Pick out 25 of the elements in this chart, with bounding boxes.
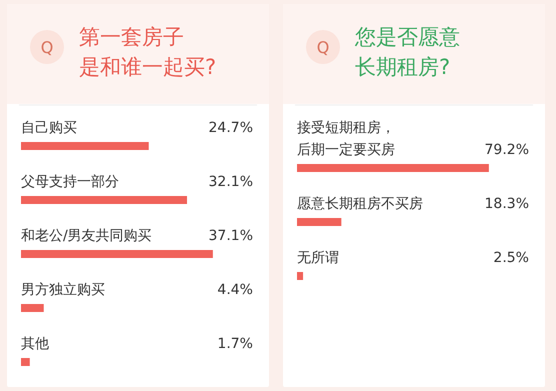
bar xyxy=(21,196,188,204)
y-tick-label: 和老公/男友共同购买 xyxy=(21,228,152,244)
text: Q xyxy=(316,38,330,57)
data-label: 24.7% xyxy=(208,120,253,136)
y-tick-label: 接受短期租房，后期一定要买房 xyxy=(297,120,395,158)
y-tick-label: 无所谓 xyxy=(297,250,339,266)
bar xyxy=(21,304,44,312)
data-label: 18.3% xyxy=(484,196,529,212)
bar xyxy=(21,358,30,366)
chart-title: 您是否愿意长期租房? xyxy=(354,25,460,79)
y-tick-label: 愿意长期租房不买房 xyxy=(297,196,423,212)
text: Q xyxy=(40,38,54,57)
y-tick-label: 男方独立购买 xyxy=(21,282,105,298)
data-label: 37.1% xyxy=(208,228,253,244)
y-tick-label: 自己购买 xyxy=(21,120,77,136)
data-label: 1.7% xyxy=(217,336,253,352)
y-tick-label: 其他 xyxy=(21,336,49,352)
y-tick-label: 父母支持一部分 xyxy=(21,174,119,190)
data-label: 2.5% xyxy=(493,250,529,266)
bar xyxy=(21,250,213,258)
chart-title: 第一套房子是和谁一起买? xyxy=(79,25,216,79)
data-label: 79.2% xyxy=(484,142,529,158)
bar xyxy=(21,142,149,150)
data-label: 4.4% xyxy=(217,282,253,298)
data-label: 32.1% xyxy=(208,174,253,190)
